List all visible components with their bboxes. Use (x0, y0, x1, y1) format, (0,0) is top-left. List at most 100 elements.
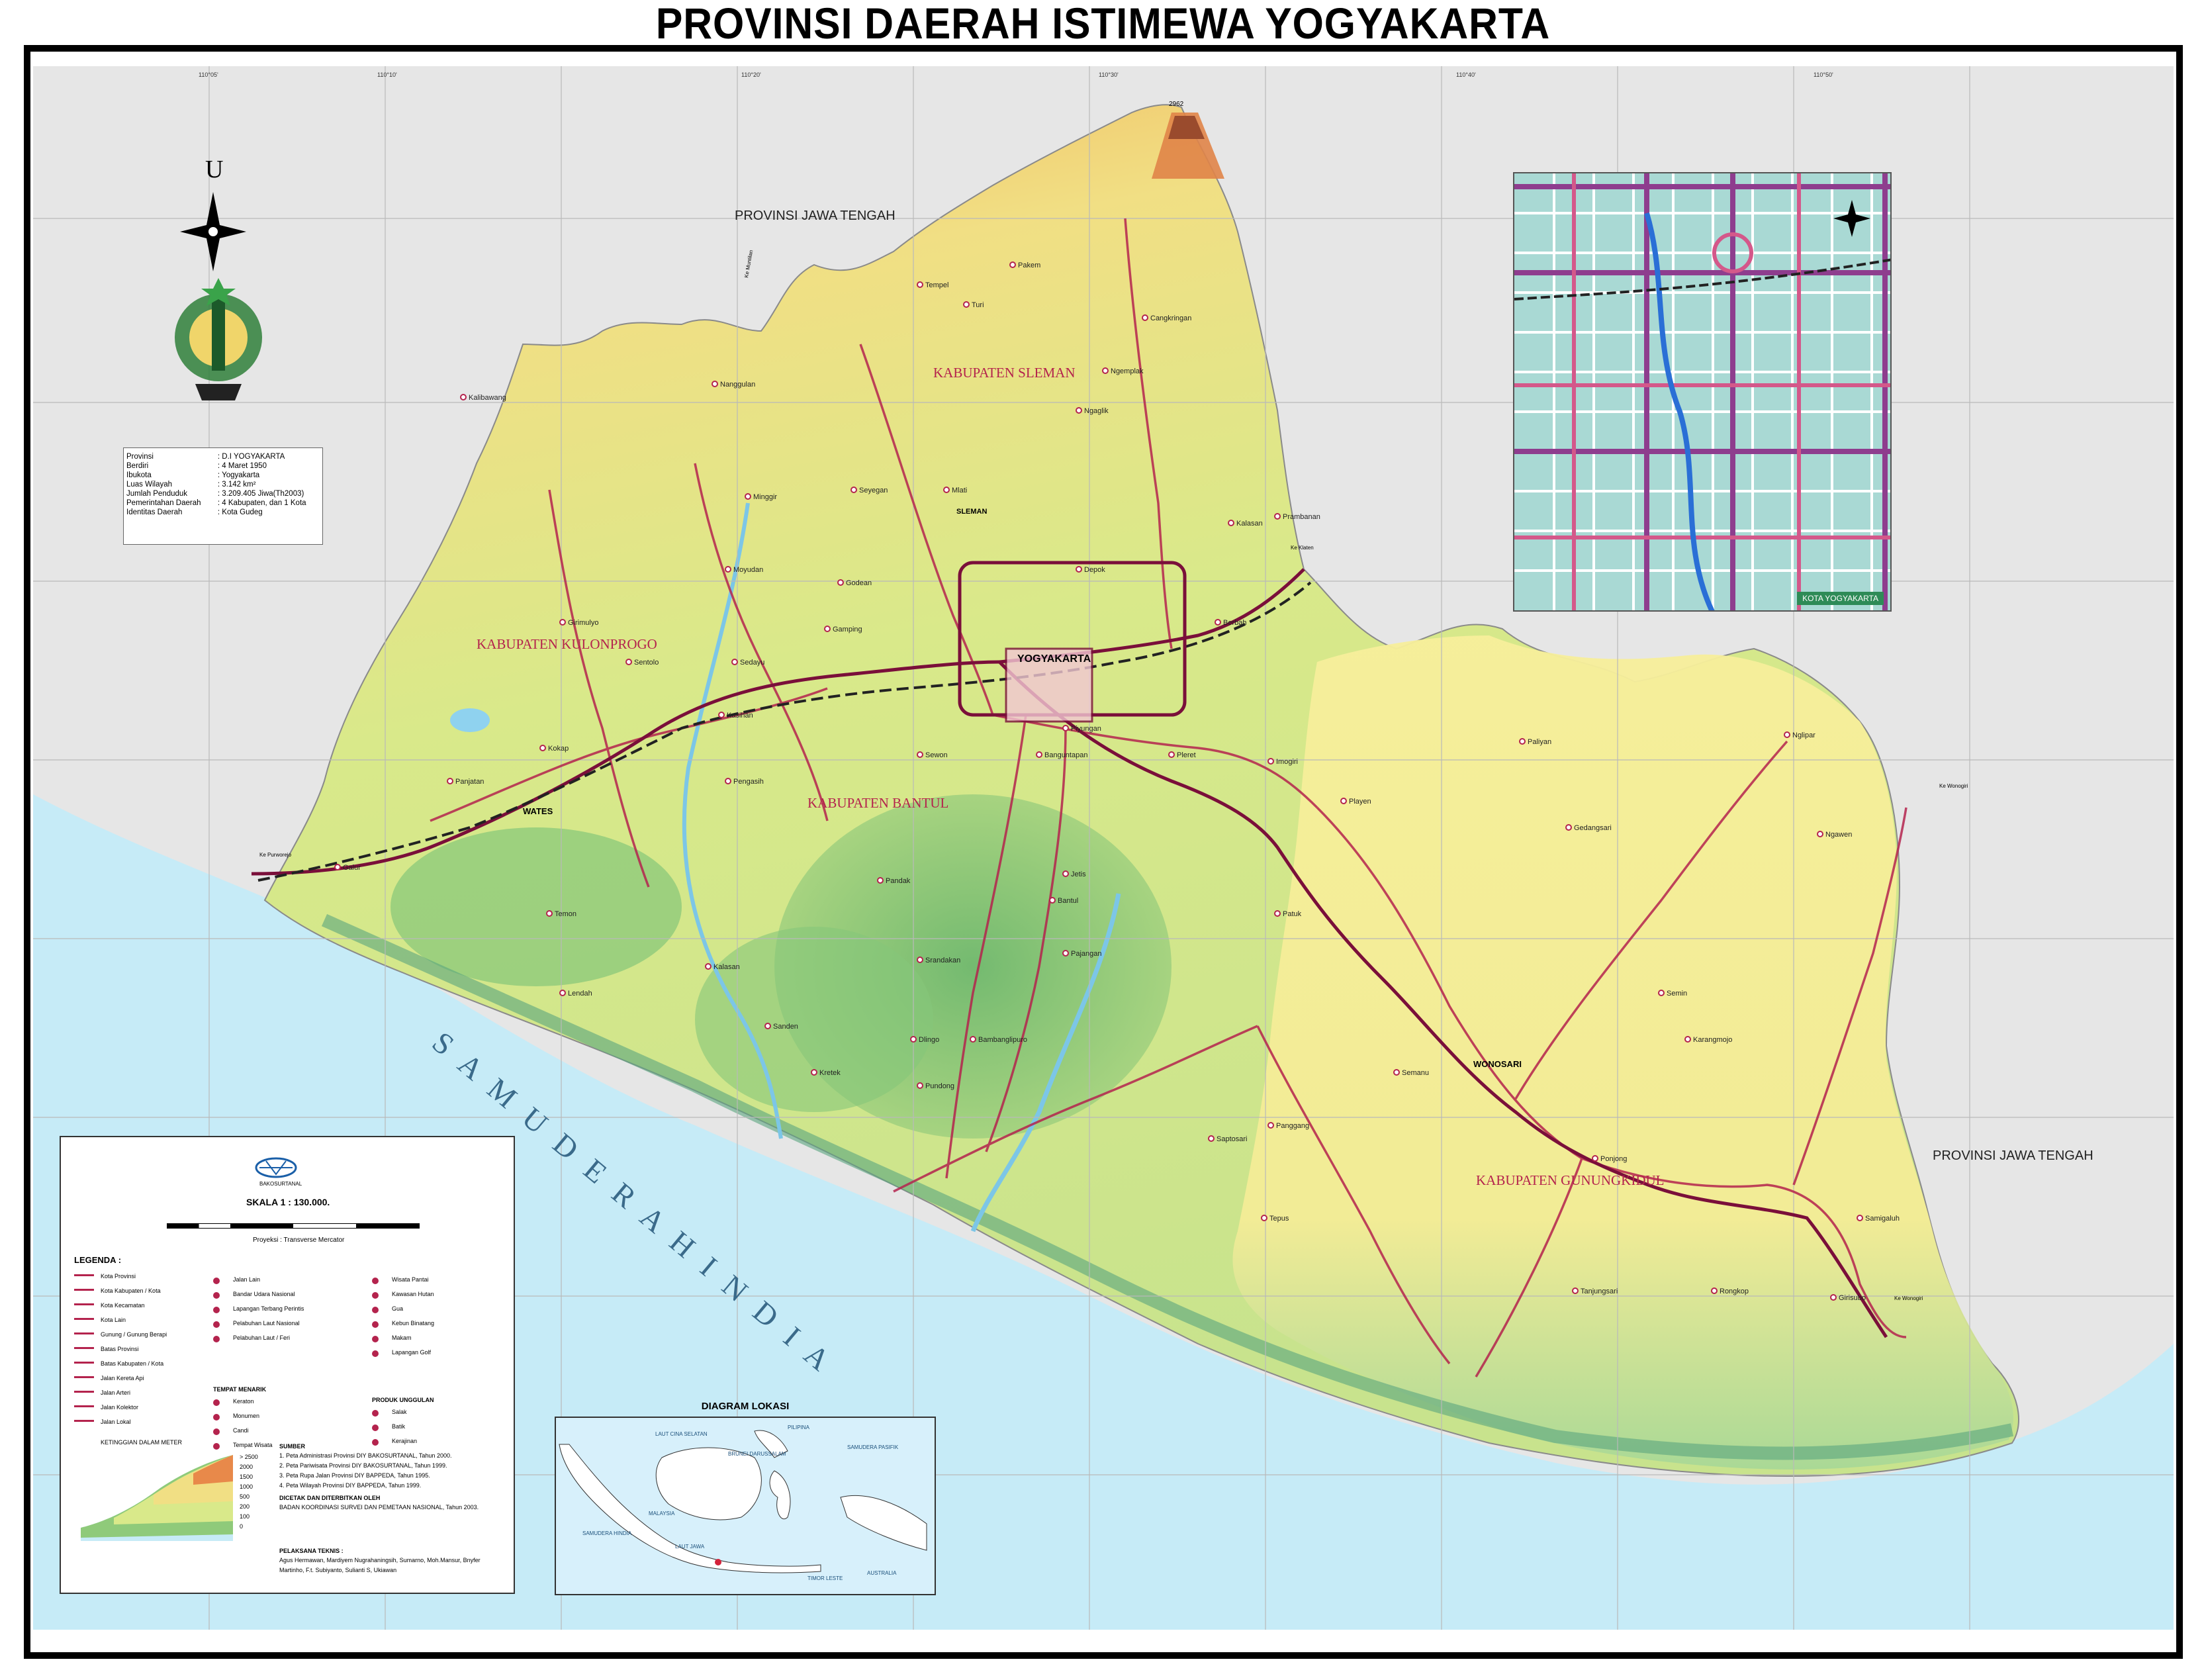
legend-item-label: Monumen (233, 1413, 260, 1419)
town-labels: Tempel Turi Pakem Cangkringan Ngemplak Ngagli… (334, 261, 1900, 1302)
town-label: Gedangsari (1574, 824, 1612, 832)
legend-col3-heading: PRODUK UNGGULAN (372, 1397, 434, 1403)
yogyakarta-location-marker (715, 1559, 721, 1565)
town-label: Pundong (925, 1082, 954, 1090)
town-marker-icon (1049, 897, 1056, 904)
legend-item-label: Kota Lain (101, 1317, 126, 1323)
legend-item-label: Jalan Kereta Api (101, 1375, 144, 1381)
town-label: Bambanglipuro (978, 1036, 1027, 1044)
town-marker-icon (1592, 1155, 1598, 1162)
regency-gunungkidul-label: KABUPATEN GUNUNGKIDUL (1476, 1172, 1664, 1188)
agency-name: BAKOSURTANAL (259, 1181, 302, 1187)
town-marker-icon (1274, 910, 1281, 917)
info-key: Identitas Daerah (126, 508, 183, 516)
town-label: Seyegan (859, 487, 888, 494)
town-label: Karangmojo (1693, 1036, 1732, 1044)
legend-symbol-icon (372, 1424, 379, 1431)
info-value: : 3.209.405 Jiwa(Th2003) (217, 490, 304, 498)
town-marker-icon (764, 1023, 771, 1029)
town-label: Kokap (548, 745, 569, 753)
town-label: Saptosari (1217, 1135, 1247, 1143)
legend-symbol-icon (213, 1414, 220, 1421)
legend-item-label: Candi (233, 1427, 249, 1434)
town-label: Pandak (886, 877, 911, 885)
town-label: Nglipar (1792, 731, 1815, 739)
town-marker-icon (1857, 1215, 1863, 1221)
town-marker-icon (1062, 950, 1069, 957)
town-marker-icon (460, 394, 467, 400)
town-marker-icon (811, 1069, 817, 1076)
legend-col2-heading: TEMPAT MENARIK (213, 1386, 267, 1393)
legend-item-label: Tempat Wisata (233, 1442, 273, 1448)
town-label: Lendah (568, 990, 592, 998)
town-label: Berbah (1223, 619, 1246, 627)
location-label: AUSTRALIA (867, 1570, 897, 1576)
town-marker-icon (718, 712, 725, 718)
town-marker-icon (970, 1036, 976, 1043)
inset-label: KOTA YOGYAKARTA (1797, 592, 1884, 605)
town-marker-icon (1168, 751, 1175, 758)
sulawesi-shape (769, 1470, 791, 1519)
town-label: Pakem (1018, 261, 1040, 269)
coastline (321, 913, 2014, 1460)
legend-symbol-icon (74, 1362, 94, 1368)
town-marker-icon (1076, 566, 1082, 573)
kalimantan-shape (655, 1447, 762, 1520)
printed-text: BADAN KOORDINASI SURVEI DAN PEMETAAN NAS… (279, 1504, 479, 1511)
town-marker-icon (917, 957, 923, 963)
info-key: Luas Wilayah (126, 481, 173, 489)
town-label: Ngawen (1825, 831, 1852, 839)
town-marker-icon (559, 990, 566, 996)
town-marker-icon (539, 745, 546, 751)
elevation-value: 1000 (240, 1483, 253, 1490)
info-row: Provinsi: D.I YOGYAKARTA (124, 452, 322, 461)
town-marker-icon (1036, 751, 1042, 758)
location-label: TIMOR LESTE (807, 1575, 843, 1581)
legend-item-label: Kerajinan (392, 1438, 418, 1444)
town-label: Ngemplak (1111, 367, 1144, 375)
legend-symbol-icon (74, 1376, 94, 1382)
town-marker-icon (1565, 824, 1572, 831)
town-marker-icon (559, 619, 566, 626)
elevation-value: 2000 (240, 1464, 253, 1470)
coord-top-5: 110°40' (1456, 71, 1476, 78)
town-label: Pajangan (1071, 950, 1102, 958)
town-marker-icon (877, 877, 884, 884)
town-label: Kalasan (1236, 520, 1263, 528)
source-item: 1. Peta Administrasi Provinsi DIY BAKOSU… (279, 1452, 452, 1459)
info-row: Berdiri: 4 Maret 1950 (124, 461, 322, 471)
town-marker-icon (334, 864, 341, 870)
regency-bantul-label: KABUPATEN BANTUL (807, 795, 948, 811)
town-marker-icon (1208, 1135, 1215, 1142)
local-roads (430, 218, 1907, 1377)
sermo-reservoir (450, 708, 490, 732)
town-marker-icon (1658, 990, 1665, 996)
location-label: SAMUDERA PASIFIK (847, 1444, 899, 1450)
town-marker-icon (837, 579, 844, 586)
town-marker-icon (725, 778, 731, 784)
town-marker-icon (910, 1036, 917, 1043)
info-key: Pemerintahan Daerah (126, 499, 201, 507)
town-label: Dlingo (919, 1036, 939, 1044)
staff-title: PELAKSANA TEKNIS : (279, 1548, 344, 1554)
sources-title: SUMBER (279, 1443, 306, 1450)
town-label: Mlati (952, 487, 967, 494)
regency-sleman-label: KABUPATEN SLEMAN (933, 365, 1076, 381)
town-marker-icon (725, 566, 731, 573)
town-marker-icon (1274, 513, 1281, 520)
yogyakarta-city-area (1005, 647, 1093, 723)
legend-symbol-icon (372, 1439, 379, 1446)
town-marker-icon (943, 487, 950, 493)
inset-river (1644, 212, 1715, 610)
gunungkidul-plateau (1232, 635, 2013, 1470)
town-label: Girisubo (1839, 1294, 1866, 1302)
legend-item-label: Jalan Arteri (101, 1389, 131, 1396)
printed-title: DICETAK DAN DITERBITKAN OLEH (279, 1495, 381, 1501)
town-label: Rongkop (1720, 1287, 1749, 1295)
town-marker-icon (1684, 1036, 1691, 1043)
regency-kulonprogo-label: KABUPATEN KULONPROGO (477, 636, 657, 652)
elevation-value: 100 (240, 1513, 250, 1520)
legend-symbol-icon (213, 1292, 220, 1299)
coord-top-2: 110°10' (377, 71, 397, 78)
location-label: PILIPINA (788, 1424, 809, 1430)
